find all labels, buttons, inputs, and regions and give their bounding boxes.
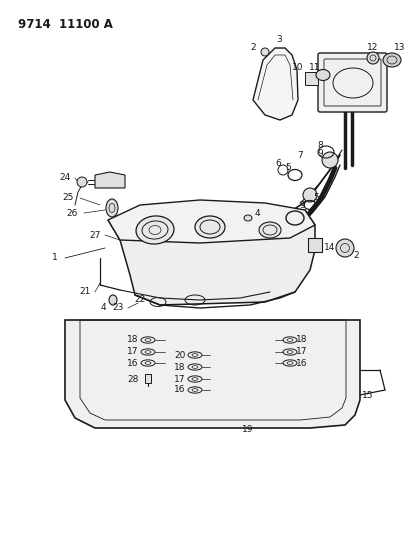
Polygon shape — [145, 374, 151, 383]
Circle shape — [367, 52, 379, 64]
Circle shape — [322, 152, 338, 168]
Text: 4: 4 — [254, 208, 260, 217]
Ellipse shape — [136, 216, 174, 244]
Polygon shape — [108, 200, 315, 243]
Polygon shape — [305, 72, 318, 85]
Circle shape — [336, 239, 354, 257]
Text: 11: 11 — [309, 63, 321, 72]
Ellipse shape — [383, 53, 401, 67]
Text: 9714  11100 A: 9714 11100 A — [18, 18, 113, 31]
Text: 5: 5 — [285, 163, 291, 172]
Text: 8: 8 — [317, 141, 323, 149]
Text: 7: 7 — [297, 151, 303, 160]
Text: 4: 4 — [100, 303, 106, 312]
Text: 2: 2 — [353, 251, 359, 260]
Text: 19: 19 — [242, 425, 254, 434]
Text: 21: 21 — [79, 287, 91, 296]
Polygon shape — [65, 320, 360, 428]
Ellipse shape — [195, 216, 225, 238]
FancyBboxPatch shape — [318, 53, 387, 112]
Ellipse shape — [244, 215, 252, 221]
Text: 25: 25 — [62, 193, 74, 203]
Text: 22: 22 — [134, 295, 145, 304]
Ellipse shape — [109, 295, 117, 305]
Text: 3: 3 — [276, 36, 282, 44]
Polygon shape — [253, 48, 298, 120]
Text: 15: 15 — [362, 391, 374, 400]
Text: 9: 9 — [299, 200, 305, 209]
Circle shape — [261, 48, 269, 56]
Text: 5: 5 — [313, 192, 319, 201]
Text: 18: 18 — [127, 335, 139, 344]
Polygon shape — [108, 210, 315, 305]
Text: 18: 18 — [174, 362, 186, 372]
Polygon shape — [95, 172, 125, 188]
Text: 14: 14 — [324, 244, 336, 253]
Text: 16: 16 — [174, 385, 186, 394]
Circle shape — [303, 188, 317, 202]
Text: 13: 13 — [394, 44, 406, 52]
Text: 17: 17 — [174, 375, 186, 384]
Ellipse shape — [259, 222, 281, 238]
Text: 24: 24 — [59, 174, 71, 182]
Text: 2: 2 — [250, 44, 256, 52]
Text: 10: 10 — [292, 63, 304, 72]
Text: 16: 16 — [296, 359, 308, 367]
Text: 6: 6 — [275, 158, 281, 167]
Text: 1: 1 — [52, 254, 58, 262]
Ellipse shape — [106, 199, 118, 217]
Text: 20: 20 — [174, 351, 186, 359]
Text: 18: 18 — [296, 335, 308, 344]
Text: 17: 17 — [127, 348, 139, 357]
Text: 27: 27 — [89, 230, 101, 239]
Polygon shape — [308, 238, 322, 252]
Text: 17: 17 — [296, 348, 308, 357]
Text: 23: 23 — [112, 303, 124, 312]
Text: 16: 16 — [127, 359, 139, 367]
Text: 12: 12 — [367, 44, 379, 52]
Circle shape — [77, 177, 87, 187]
Text: 28: 28 — [127, 376, 139, 384]
Text: 9: 9 — [317, 149, 323, 157]
Text: 26: 26 — [66, 208, 78, 217]
Ellipse shape — [316, 69, 330, 80]
